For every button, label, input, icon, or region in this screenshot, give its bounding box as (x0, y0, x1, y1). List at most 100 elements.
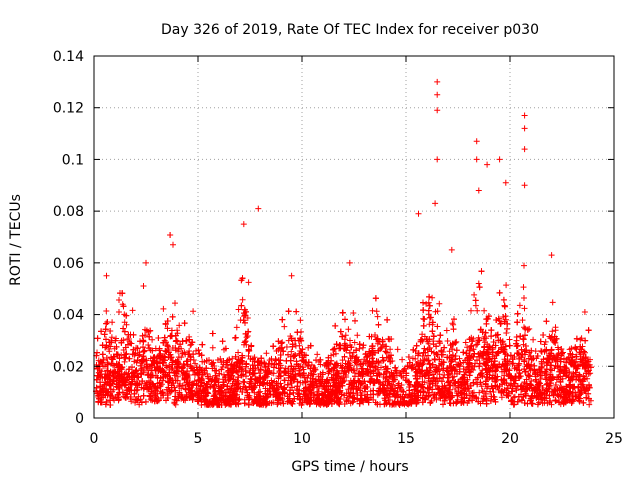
data-point (233, 324, 240, 331)
data-point (423, 300, 430, 307)
data-point (412, 355, 419, 362)
data-point (434, 308, 441, 315)
data-point (549, 328, 556, 335)
data-point (394, 388, 401, 395)
data-point (131, 358, 138, 365)
grid (94, 56, 614, 418)
data-point (548, 401, 555, 408)
data-point (245, 279, 252, 286)
data-point (121, 370, 128, 377)
data-point (510, 360, 517, 367)
data-point (456, 355, 463, 362)
data-point (137, 362, 144, 369)
data-point (453, 338, 460, 345)
data-point (474, 341, 481, 348)
data-point (478, 383, 485, 390)
data-point (503, 282, 510, 289)
data-point (129, 307, 136, 314)
data-point (172, 300, 178, 307)
data-point (270, 370, 277, 377)
data-point (121, 358, 128, 365)
data-point (276, 360, 283, 367)
data-point (429, 294, 436, 301)
data-point (449, 320, 456, 327)
data-point (350, 398, 357, 405)
data-point (229, 355, 236, 362)
data-point (582, 349, 588, 356)
data-point (503, 330, 510, 336)
data-point (572, 344, 579, 351)
data-point (235, 349, 242, 356)
data-point (190, 357, 197, 363)
data-point (214, 357, 221, 363)
data-point (263, 350, 270, 357)
data-point (516, 302, 523, 309)
data-point (345, 326, 352, 333)
data-point (149, 336, 156, 343)
data-point (422, 396, 429, 403)
data-point (126, 355, 133, 362)
data-point (419, 353, 426, 359)
data-point (218, 366, 225, 373)
data-point (436, 300, 443, 307)
data-point (399, 356, 406, 363)
data-point (108, 334, 115, 341)
data-point (258, 366, 264, 373)
data-point (421, 345, 428, 352)
data-point (472, 302, 479, 309)
data-point (160, 305, 167, 312)
data-point (164, 342, 171, 348)
data-point (243, 334, 250, 341)
data-point (521, 305, 528, 312)
data-point (235, 306, 242, 313)
data-point (586, 401, 593, 408)
data-point (483, 335, 490, 342)
data-point (513, 334, 520, 340)
data-point (519, 396, 525, 403)
data-point (444, 338, 451, 344)
data-point (123, 321, 130, 328)
data-point (107, 343, 114, 350)
data-point (192, 360, 199, 367)
data-point (475, 280, 482, 287)
data-point (467, 343, 474, 350)
data-point (204, 370, 211, 377)
data-point (394, 346, 401, 353)
data-point (537, 376, 544, 382)
data-point (519, 317, 526, 324)
data-point (541, 341, 548, 348)
data-point (110, 386, 117, 393)
data-point (521, 324, 527, 331)
data-point (462, 339, 469, 346)
data-point (359, 344, 366, 351)
data-point (387, 346, 394, 353)
data-point (521, 262, 527, 269)
data-point (549, 299, 556, 306)
data-point (481, 307, 488, 314)
data-point (373, 308, 380, 315)
data-point (383, 343, 390, 350)
data-point (547, 397, 554, 404)
data-point (350, 310, 357, 316)
data-point (175, 348, 182, 355)
data-point (577, 336, 584, 343)
data-point (471, 291, 478, 298)
data-point (367, 388, 374, 395)
data-point (176, 322, 183, 329)
data-point (296, 342, 303, 349)
data-point (219, 364, 226, 370)
data-point (474, 307, 481, 314)
data-point (137, 396, 144, 403)
data-point (443, 327, 450, 334)
data-point (552, 324, 559, 331)
data-point (279, 339, 286, 346)
data-point (209, 344, 216, 351)
data-point (125, 366, 132, 373)
data-point (476, 389, 483, 396)
data-point (520, 284, 527, 291)
data-point (425, 307, 432, 314)
data-point (247, 365, 254, 372)
data-point (244, 315, 251, 321)
data-points (93, 78, 594, 409)
